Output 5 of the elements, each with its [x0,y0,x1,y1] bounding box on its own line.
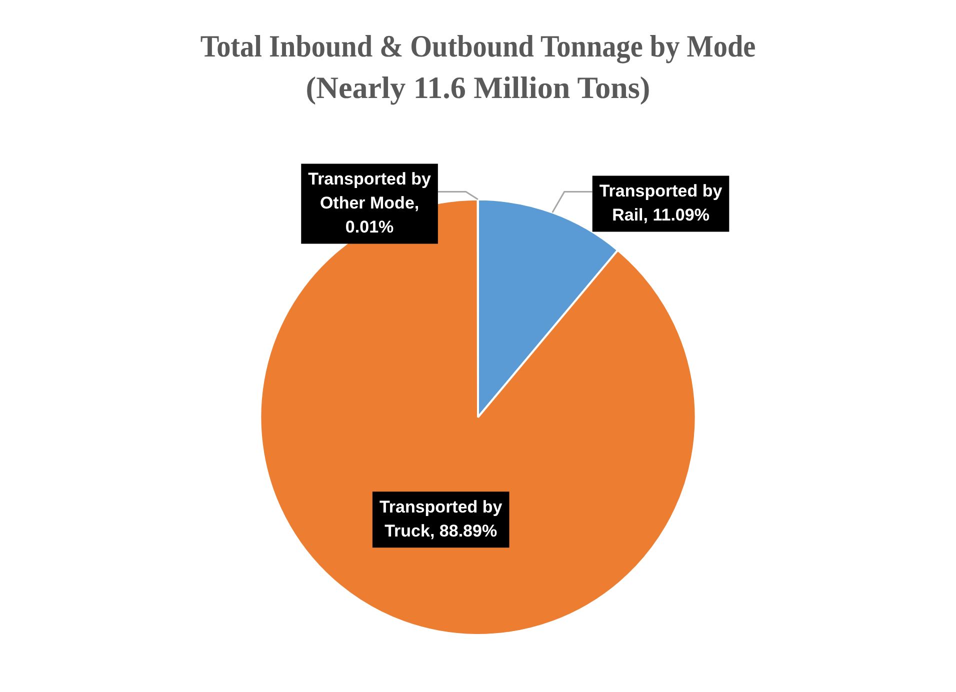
data-label: Transported by Truck, 88.89% [379,497,503,540]
chart-subtitle: (Nearly 11.6 Million Tons) [306,70,650,105]
data-label: Transported by Rail, 11.09% [599,181,723,224]
data-label: Transported by Other Mode, 0.01% [308,169,432,236]
chart-title: Total Inbound & Outbound Tonnage by Mode [200,30,756,64]
